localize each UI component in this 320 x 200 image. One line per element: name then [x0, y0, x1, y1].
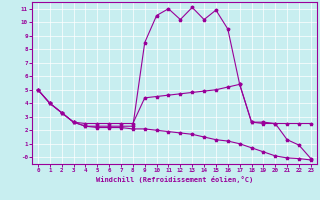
- X-axis label: Windchill (Refroidissement éolien,°C): Windchill (Refroidissement éolien,°C): [96, 176, 253, 183]
